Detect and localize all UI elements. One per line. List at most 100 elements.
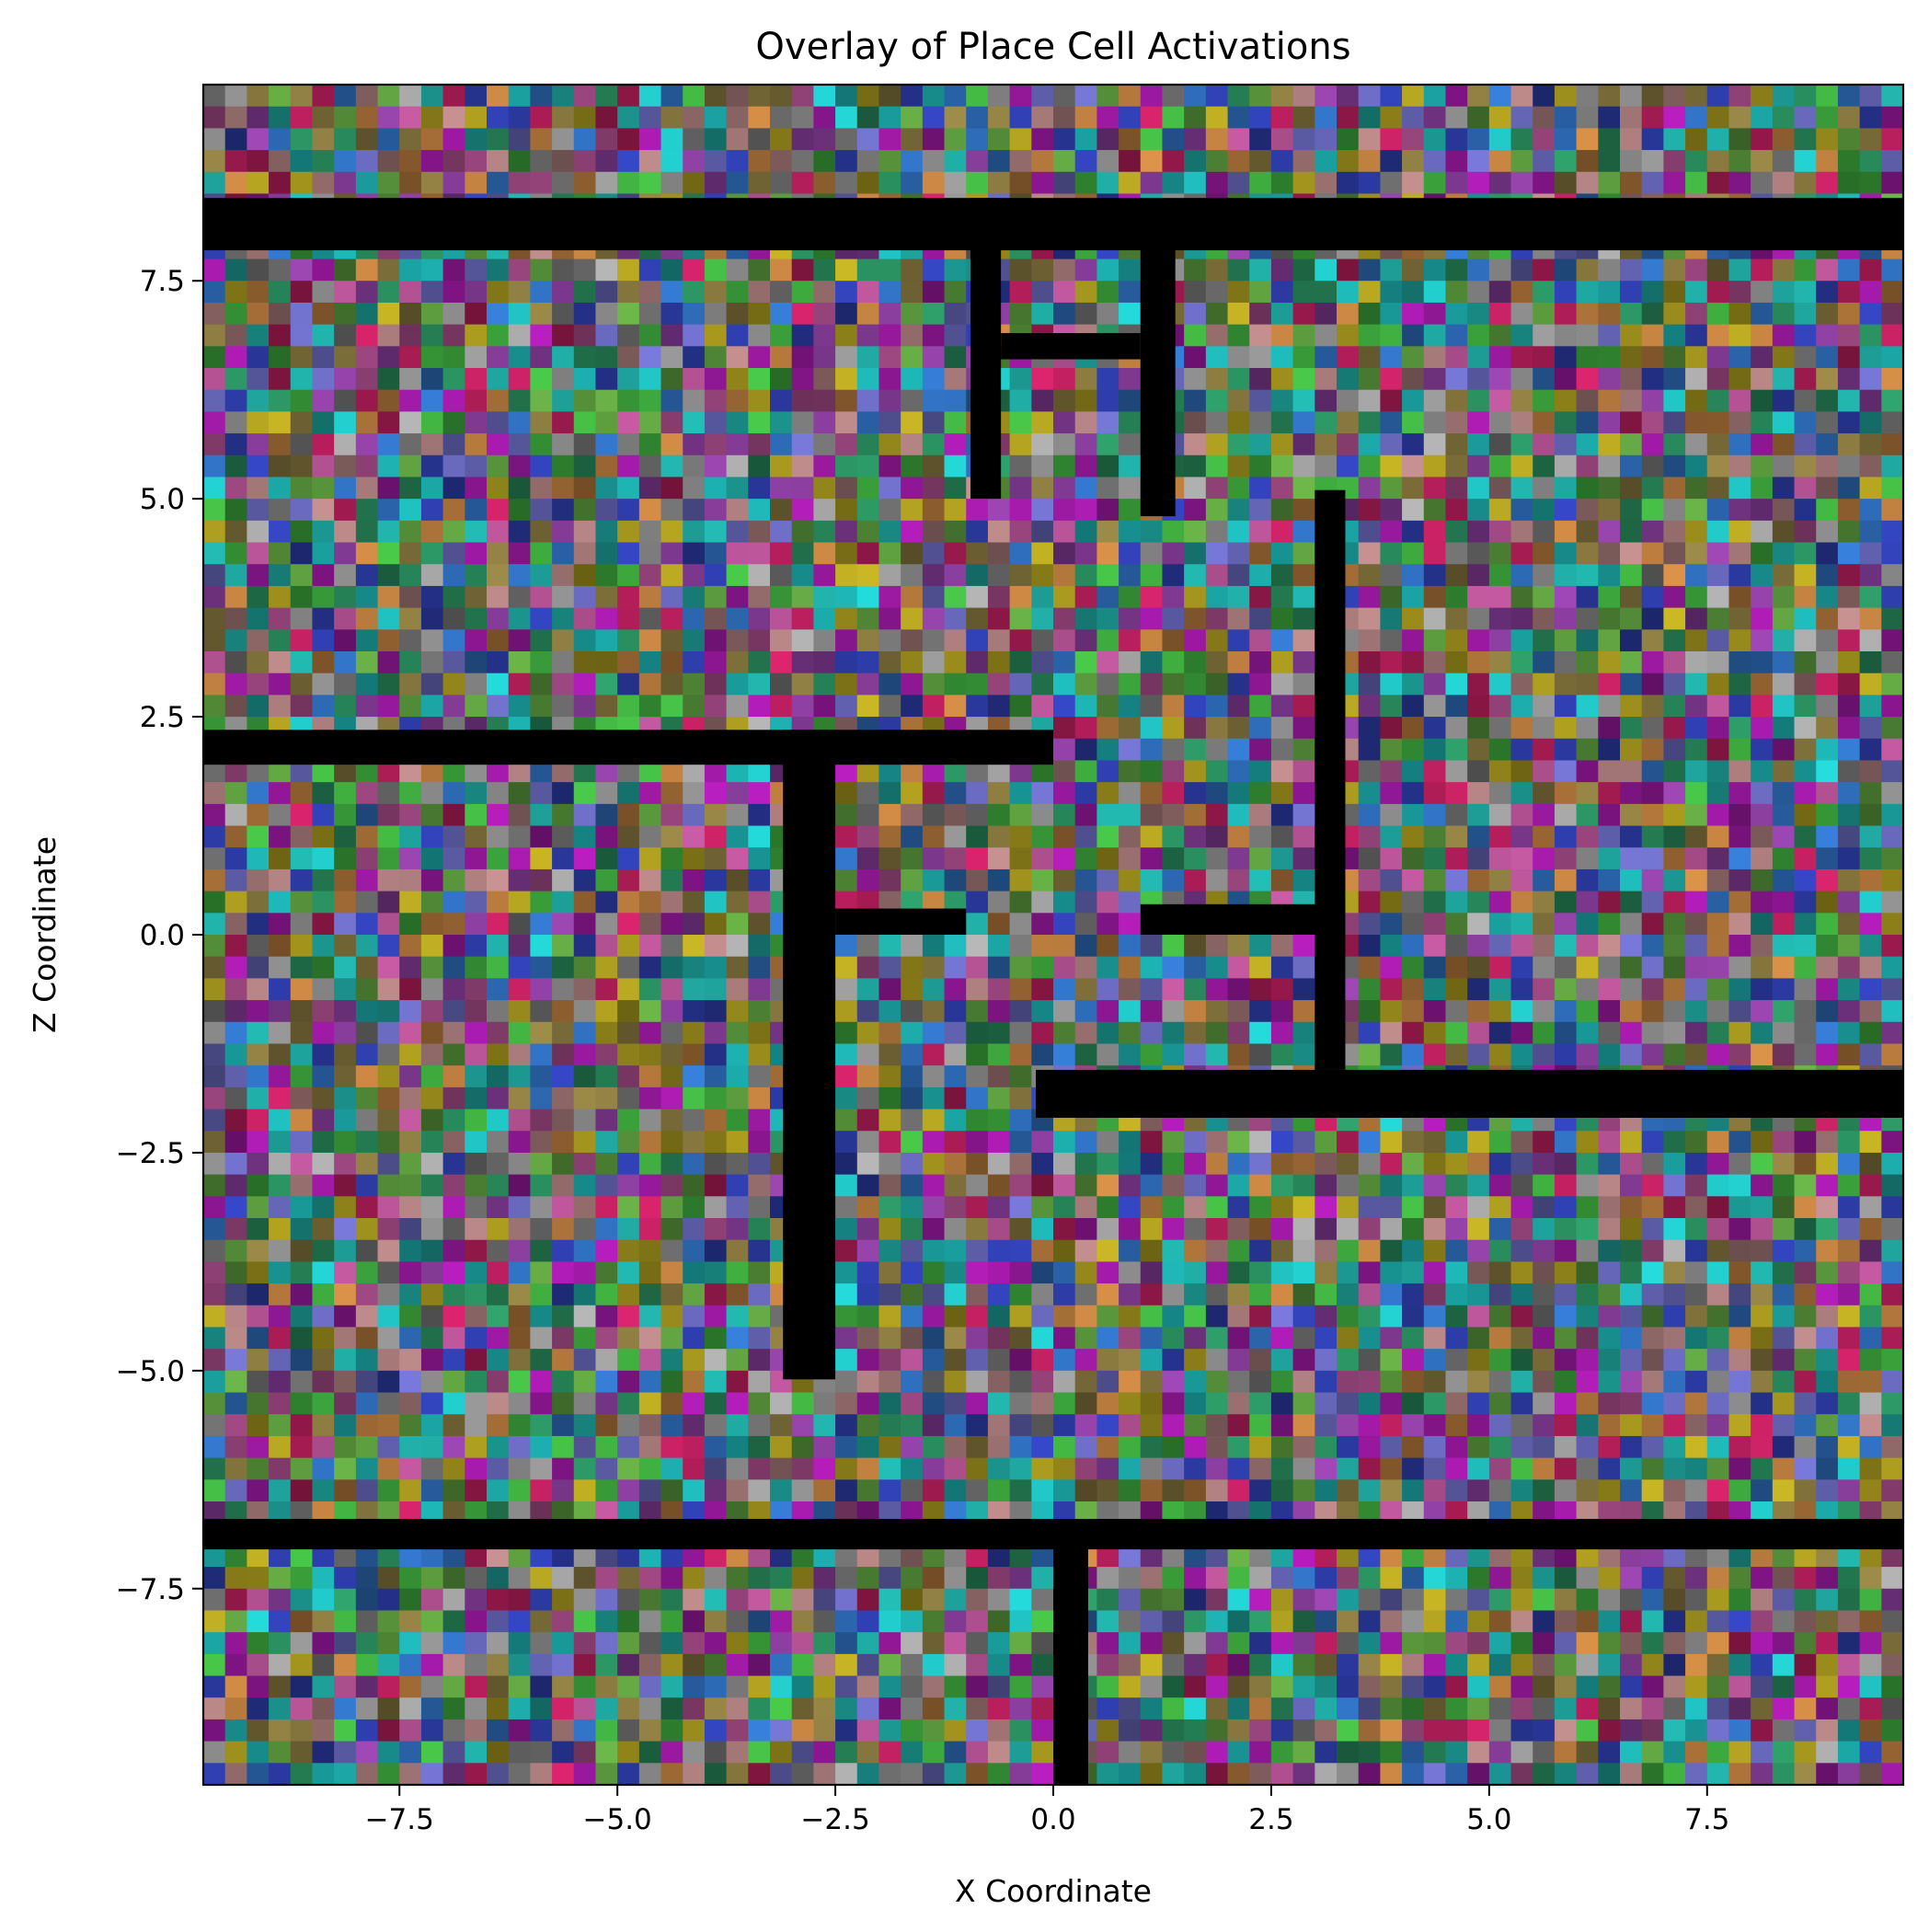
heatmap-cell bbox=[1685, 585, 1708, 609]
heatmap-cell bbox=[726, 259, 749, 282]
heatmap-cell bbox=[1009, 411, 1032, 434]
heatmap-cell bbox=[1751, 411, 1774, 434]
heatmap-cell bbox=[487, 411, 510, 434]
heatmap-cell bbox=[420, 85, 444, 108]
heatmap-cell bbox=[203, 1457, 226, 1480]
heatmap-cell bbox=[878, 520, 901, 544]
heatmap-cell bbox=[1554, 717, 1578, 740]
heatmap-cell bbox=[1728, 542, 1751, 565]
heatmap-cell bbox=[1533, 760, 1556, 783]
heatmap-cell bbox=[355, 1109, 379, 1132]
heatmap-cell bbox=[247, 1435, 270, 1459]
heatmap-cell bbox=[1663, 564, 1686, 587]
heatmap-cell bbox=[1859, 585, 1882, 609]
heatmap-cell bbox=[683, 673, 706, 696]
heatmap-cell bbox=[420, 324, 444, 347]
heatmap-cell bbox=[1641, 1174, 1664, 1197]
heatmap-cell bbox=[1706, 1327, 1730, 1350]
heatmap-cell bbox=[901, 1065, 924, 1088]
heatmap-cell bbox=[1554, 978, 1578, 1001]
heatmap-cell bbox=[683, 1414, 706, 1437]
heatmap-cell bbox=[1881, 1261, 1904, 1284]
heatmap-cell bbox=[1292, 695, 1315, 718]
heatmap-cell bbox=[1533, 629, 1556, 652]
heatmap-cell bbox=[901, 825, 924, 848]
heatmap-cell bbox=[1162, 1435, 1185, 1459]
heatmap-cell bbox=[770, 106, 793, 129]
heatmap-cell bbox=[1184, 695, 1207, 718]
heatmap-cell bbox=[660, 1152, 683, 1176]
heatmap-cell bbox=[1445, 1435, 1468, 1459]
heatmap-cell bbox=[1859, 1283, 1882, 1306]
heatmap-cell bbox=[247, 106, 270, 129]
heatmap-cell bbox=[966, 1392, 989, 1415]
heatmap-cell bbox=[377, 1218, 400, 1241]
heatmap-cell bbox=[1097, 891, 1120, 914]
heatmap-cell bbox=[1292, 825, 1315, 848]
heatmap-cell bbox=[1402, 1392, 1425, 1415]
heatmap-cell bbox=[1380, 1174, 1403, 1197]
heatmap-cell bbox=[1205, 259, 1229, 282]
heatmap-cell bbox=[1097, 1327, 1120, 1350]
heatmap-cell bbox=[312, 454, 335, 478]
heatmap-cell bbox=[638, 1414, 662, 1437]
heatmap-cell bbox=[748, 433, 771, 456]
heatmap-cell bbox=[638, 477, 662, 500]
heatmap-cell bbox=[465, 281, 488, 304]
heatmap-cell bbox=[1358, 1349, 1381, 1372]
heatmap-cell bbox=[1706, 978, 1730, 1001]
heatmap-cell bbox=[1205, 150, 1229, 173]
heatmap-cell bbox=[878, 454, 901, 478]
heatmap-cell bbox=[420, 499, 444, 522]
heatmap-cell bbox=[1184, 1327, 1207, 1350]
heatmap-cell bbox=[487, 891, 510, 914]
heatmap-cell bbox=[770, 695, 793, 718]
heatmap-cell bbox=[377, 1000, 400, 1023]
heatmap-cell bbox=[1445, 1131, 1468, 1154]
heatmap-cell bbox=[442, 1043, 465, 1066]
heatmap-cell bbox=[1205, 978, 1229, 1001]
heatmap-cell bbox=[399, 1131, 422, 1154]
heatmap-cell bbox=[1685, 1218, 1708, 1241]
heatmap-cell bbox=[530, 411, 553, 434]
heatmap-cell bbox=[595, 1457, 618, 1480]
heatmap-cell bbox=[1794, 1261, 1817, 1284]
heatmap-cell bbox=[1488, 477, 1512, 500]
heatmap-cell bbox=[1162, 1414, 1185, 1437]
heatmap-cell bbox=[269, 1152, 292, 1176]
heatmap-cell bbox=[1467, 1349, 1490, 1372]
heatmap-cell bbox=[1663, 171, 1686, 195]
heatmap-cell bbox=[334, 389, 357, 412]
heatmap-cell bbox=[1751, 520, 1774, 544]
heatmap-cell bbox=[247, 1000, 270, 1023]
heatmap-cell bbox=[290, 1414, 314, 1437]
heatmap-cell bbox=[1009, 868, 1032, 892]
heatmap-cell bbox=[377, 1021, 400, 1045]
heatmap-cell bbox=[878, 411, 901, 434]
heatmap-cell bbox=[683, 1435, 706, 1459]
heatmap-cell bbox=[224, 1370, 247, 1394]
heatmap-cell bbox=[878, 1349, 901, 1372]
heatmap-cell bbox=[465, 803, 488, 827]
heatmap-cell bbox=[748, 891, 771, 914]
heatmap-cell bbox=[1337, 1283, 1360, 1306]
heatmap-cell bbox=[355, 803, 379, 827]
heatmap-cell bbox=[595, 368, 618, 391]
heatmap-cell bbox=[1009, 499, 1032, 522]
heatmap-cell bbox=[1641, 847, 1664, 870]
heatmap-cell bbox=[1641, 1435, 1664, 1459]
heatmap-cell bbox=[1510, 433, 1533, 456]
heatmap-cell bbox=[312, 1457, 335, 1480]
heatmap-cell bbox=[966, 1043, 989, 1066]
heatmap-cell bbox=[1751, 259, 1774, 282]
heatmap-cell bbox=[224, 1283, 247, 1306]
heatmap-cell bbox=[791, 150, 814, 173]
heatmap-cell bbox=[1620, 1218, 1643, 1241]
heatmap-cell bbox=[901, 128, 924, 151]
heatmap-cell bbox=[835, 128, 858, 151]
heatmap-cell bbox=[530, 150, 553, 173]
heatmap-cell bbox=[1249, 368, 1272, 391]
heatmap-cell bbox=[1554, 106, 1578, 129]
heatmap-cell bbox=[1772, 368, 1796, 391]
heatmap-cell bbox=[1816, 782, 1839, 805]
